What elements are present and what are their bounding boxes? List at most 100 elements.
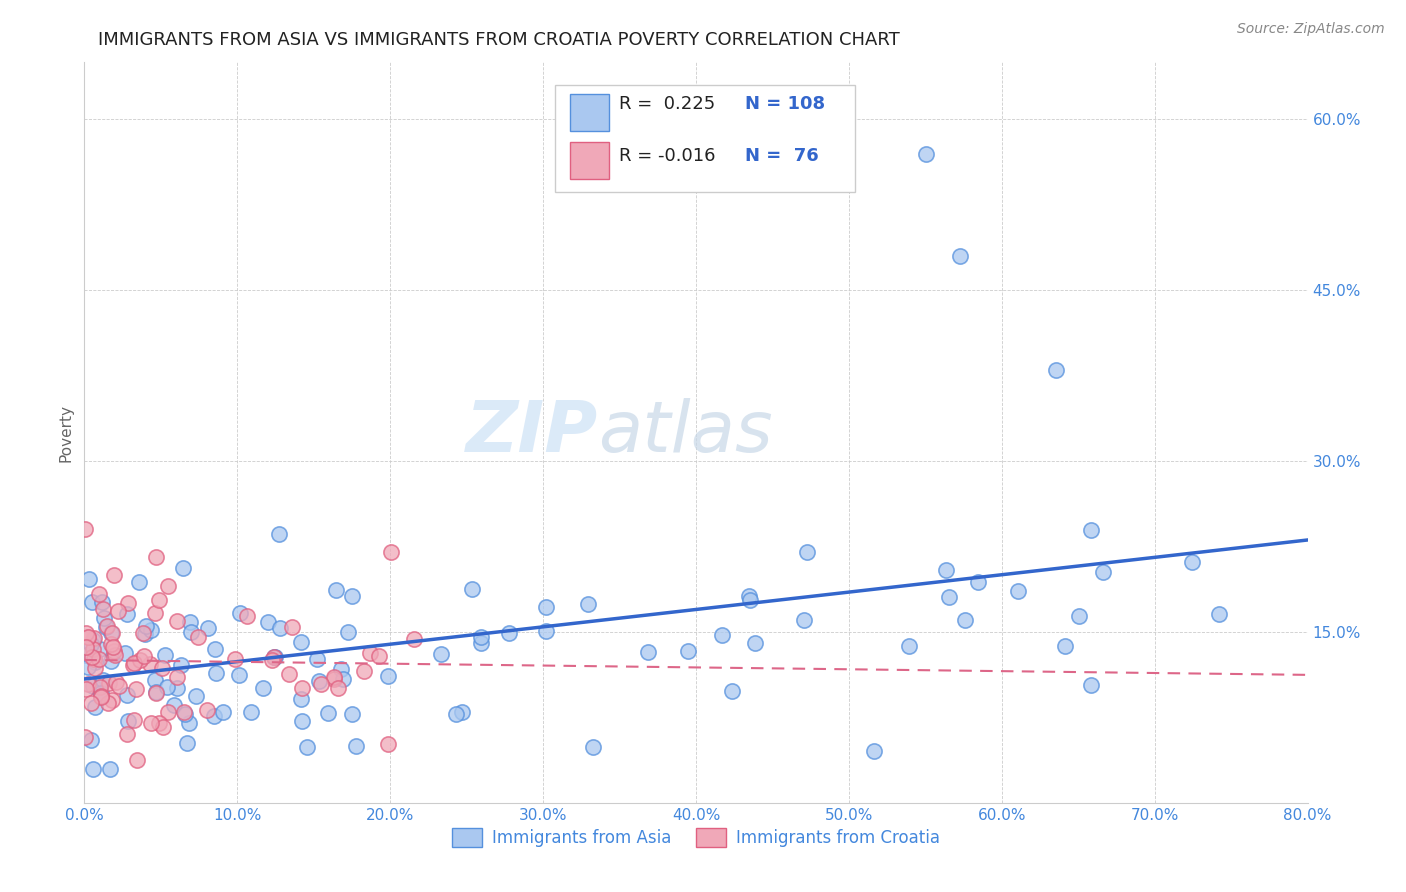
Legend: Immigrants from Asia, Immigrants from Croatia: Immigrants from Asia, Immigrants from Cr… [446,822,946,854]
Point [148,715,170,730]
Point [325,583,347,598]
Point [197,621,219,635]
Point [75,648,97,662]
Point [89,642,111,657]
Point [938,590,960,604]
Point [263,649,285,664]
Point [172,561,194,575]
Point [377,669,399,683]
Point [83,700,105,714]
Point [429,647,451,661]
Point [153,648,176,663]
Point [966,574,988,589]
Point [534,624,557,639]
Point [82,762,104,776]
Point [100,637,122,651]
FancyBboxPatch shape [569,94,609,130]
Point [305,652,328,666]
Point [1091,565,1114,579]
Point [94,620,117,634]
Point [107,604,129,618]
Point [582,739,605,754]
Point [330,663,353,677]
Point [1007,583,1029,598]
Point [224,652,246,666]
Point [91,595,114,609]
Point [184,689,207,703]
Point [90,686,112,700]
Text: N =  76: N = 76 [745,146,818,165]
Point [132,648,155,663]
Point [796,545,818,559]
Point [1181,555,1204,569]
Point [104,675,127,690]
Point [152,720,174,734]
Point [125,753,148,767]
Point [174,707,197,722]
Point [1080,678,1102,692]
Point [353,664,375,678]
Point [239,705,262,719]
Point [470,630,492,644]
Point [166,670,188,684]
Point [143,673,166,687]
Point [143,606,166,620]
Point [75,626,97,640]
Point [252,681,274,696]
Point [98,762,121,776]
Point [1067,609,1090,624]
Point [117,714,139,729]
Point [75,523,97,537]
Point [89,587,111,601]
Point [157,579,180,593]
FancyBboxPatch shape [569,143,609,179]
Point [336,625,359,640]
Point [290,635,312,649]
Point [101,640,124,655]
Point [114,646,136,660]
Point [949,249,972,263]
Point [156,680,179,694]
Text: atlas: atlas [598,398,773,467]
Point [915,146,938,161]
Point [73,730,96,744]
Text: R = -0.016: R = -0.016 [619,146,716,165]
Point [128,653,150,667]
Point [77,630,100,644]
Point [117,595,139,609]
Point [262,653,284,667]
Point [326,681,349,696]
Point [359,646,381,660]
Point [91,602,114,616]
Point [935,563,957,577]
Point [80,637,103,651]
Point [710,628,733,642]
Point [195,703,218,717]
Text: ZIP: ZIP [465,398,598,467]
Point [269,622,291,636]
Point [1080,523,1102,537]
Point [1208,607,1230,621]
Point [176,735,198,749]
Point [290,692,312,706]
Point [80,595,103,609]
Point [323,673,346,687]
Point [402,632,425,646]
Point [122,657,145,672]
Point [263,649,285,664]
Point [444,707,467,722]
Point [340,589,363,603]
Point [308,674,330,689]
Point [228,606,250,620]
Point [157,705,180,719]
Point [87,652,110,666]
Point [82,642,104,657]
Point [170,658,193,673]
Point [187,630,209,644]
Point [498,626,520,640]
Point [451,706,474,720]
Text: N = 108: N = 108 [745,95,825,113]
Point [344,739,367,753]
Point [897,639,920,653]
Point [380,545,402,559]
